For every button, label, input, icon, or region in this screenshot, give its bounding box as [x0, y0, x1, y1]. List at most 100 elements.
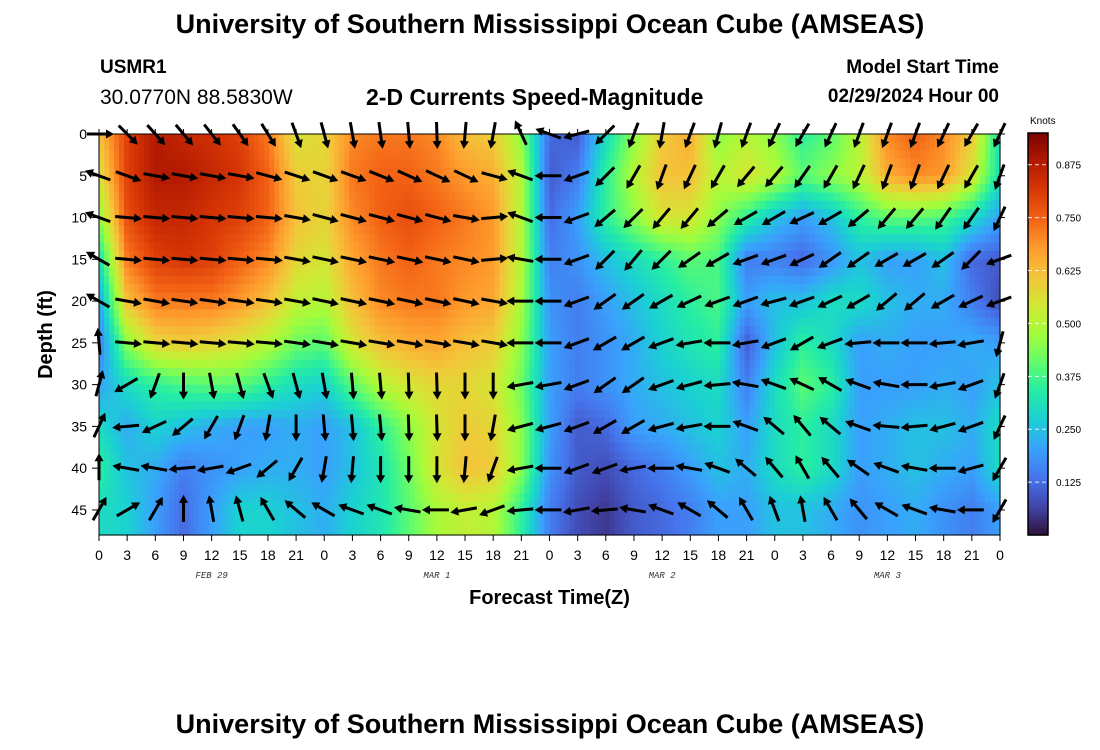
heat-cell [189, 267, 195, 277]
heat-cell [594, 200, 601, 210]
heat-cell [784, 225, 791, 235]
heat-cell [589, 309, 596, 319]
heat-cell [194, 276, 200, 285]
heat-cell [979, 150, 986, 160]
heat-cell [544, 317, 551, 327]
heat-cell [504, 184, 511, 194]
heat-cell [654, 242, 661, 252]
heat-cell [179, 150, 185, 160]
heat-cell [889, 284, 896, 294]
heat-cell [894, 267, 901, 277]
heat-cell [949, 284, 956, 294]
heat-cell [699, 175, 706, 185]
heat-cell [384, 309, 390, 319]
heat-cell [304, 209, 310, 219]
heat-cell [734, 209, 741, 219]
heat-cell [344, 217, 350, 227]
heat-cell [579, 342, 586, 352]
heat-cell [654, 267, 661, 277]
heat-cell [209, 317, 215, 327]
heat-cell [559, 209, 566, 219]
heat-cell [144, 134, 150, 143]
heat-cell [994, 192, 1001, 202]
heat-cell [274, 217, 280, 227]
heat-cell [434, 192, 440, 202]
heat-cell [309, 317, 315, 327]
heat-cell [754, 167, 761, 177]
heat-cell [379, 234, 385, 244]
heat-cell [444, 134, 450, 143]
heat-cell [279, 225, 285, 235]
heat-cell [414, 159, 420, 169]
heat-cell [884, 142, 891, 152]
heat-cell [849, 184, 856, 194]
heat-cell [914, 175, 921, 185]
heat-cell [969, 259, 976, 269]
heat-cell [969, 225, 976, 235]
heat-cell [984, 309, 991, 319]
heat-cell [289, 259, 295, 269]
heat-cell [949, 134, 956, 143]
heatmap-cells [99, 134, 1001, 536]
heat-cell [199, 184, 205, 194]
heat-cell [429, 359, 435, 369]
heat-cell [489, 200, 496, 210]
heat-cell [514, 175, 521, 185]
heat-cell [984, 351, 991, 361]
heat-cell [589, 200, 596, 210]
heat-cell [759, 142, 766, 152]
heat-cell [634, 317, 641, 327]
heat-cell [199, 217, 205, 227]
heat-cell [214, 242, 220, 252]
heat-cell [379, 292, 385, 302]
heat-cell [469, 276, 476, 285]
heat-cell [919, 342, 926, 352]
heat-cell [199, 192, 205, 202]
heat-cell [599, 334, 606, 344]
heat-cell [824, 150, 831, 160]
heat-cell [659, 250, 666, 260]
heat-cell [349, 209, 355, 219]
heat-cell [549, 359, 556, 369]
heat-cell [239, 284, 245, 294]
heat-cell [504, 217, 511, 227]
heat-cell [684, 359, 691, 369]
heat-cell [204, 359, 210, 369]
heat-cell [209, 209, 215, 219]
heat-cell [359, 150, 365, 160]
heat-cell [229, 334, 235, 344]
heat-cell [584, 192, 591, 202]
heat-cell [554, 259, 561, 269]
heat-cell [214, 184, 220, 194]
heat-cell [119, 175, 125, 185]
heat-cell [209, 284, 215, 294]
heat-cell [259, 217, 265, 227]
heat-cell [904, 342, 911, 352]
heat-cell [794, 142, 801, 152]
heat-cell [204, 167, 210, 177]
heat-cell [554, 159, 561, 169]
heat-cell [614, 326, 621, 336]
heat-cell [864, 284, 871, 294]
heat-cell [699, 359, 706, 369]
heat-cell [434, 175, 440, 185]
heat-cell [374, 192, 380, 202]
heat-cell [99, 259, 105, 269]
heat-cell [394, 200, 400, 210]
heat-cell [629, 317, 636, 327]
heat-cell [984, 234, 991, 244]
heat-cell [294, 326, 300, 336]
heat-cell [99, 234, 105, 244]
heat-cell [344, 301, 350, 311]
heat-cell [749, 200, 756, 210]
heat-cell [994, 184, 1001, 194]
heat-cell [579, 267, 586, 277]
heat-cell [544, 326, 551, 336]
heat-cell [129, 242, 135, 252]
heat-cell [264, 192, 270, 202]
heat-cell [279, 167, 285, 177]
heat-cell [499, 142, 506, 152]
heat-cell [764, 317, 771, 327]
heat-cell [829, 250, 836, 260]
heat-cell [864, 342, 871, 352]
